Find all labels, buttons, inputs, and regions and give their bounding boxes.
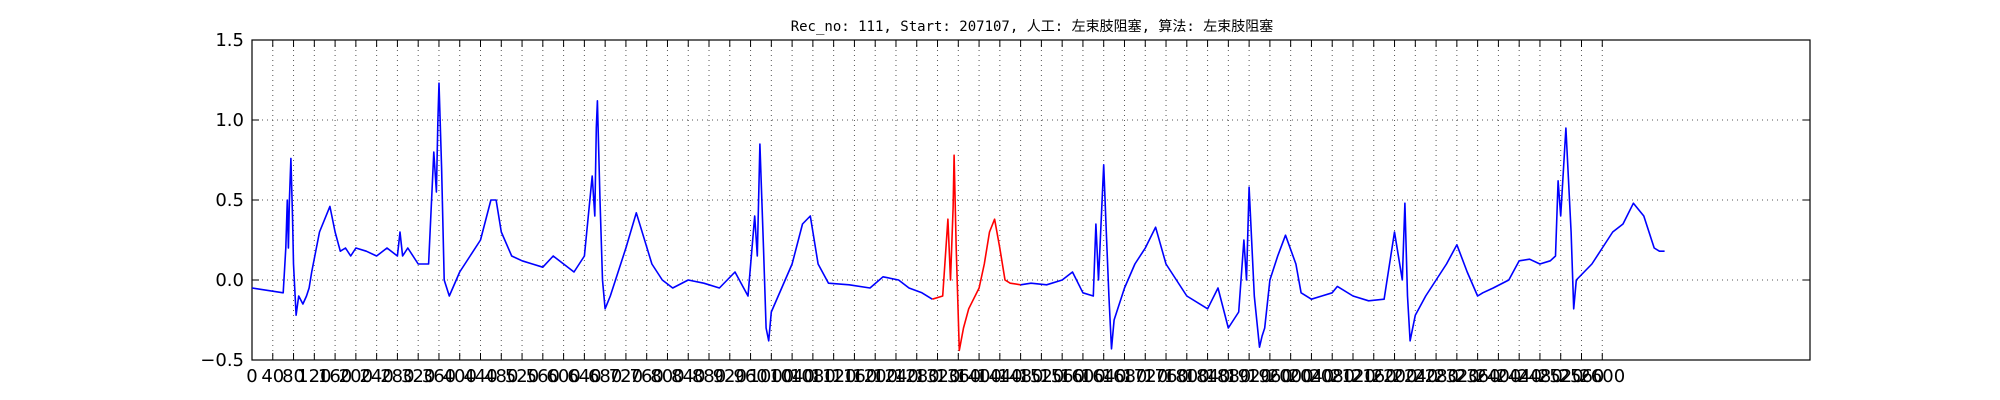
x-tick-label: 40 [261, 366, 284, 387]
x-tick-label: 880 [692, 366, 726, 387]
x-tick-label: 520 [505, 366, 539, 387]
x-tick-label: 1600 [1060, 366, 1106, 387]
x-tick-label: 1280 [894, 366, 940, 387]
x-tick-label: 2240 [1392, 366, 1438, 387]
x-tick-label: 1080 [790, 366, 836, 387]
x-tick-label: 2040 [1289, 366, 1335, 387]
x-tick-label: 2480 [1517, 366, 1563, 387]
series-line-red-1 [932, 154, 1021, 352]
x-tick-label: 1360 [935, 366, 981, 387]
x-tick-label: 2160 [1351, 366, 1397, 387]
x-tick-label: 2280 [1413, 366, 1459, 387]
x-tick-label: 80 [282, 366, 305, 387]
x-tick-label: 2400 [1475, 366, 1521, 387]
x-tick-label: 2360 [1455, 366, 1501, 387]
x-tick-label: 1000 [748, 366, 794, 387]
x-tick-label: 1640 [1081, 366, 1127, 387]
x-tick-label: 1680 [1102, 366, 1148, 387]
x-tick-label: 320 [401, 366, 435, 387]
x-tick-label: 560 [526, 366, 560, 387]
x-tick-label: 800 [650, 366, 684, 387]
y-tick-label: 0.5 [215, 190, 244, 211]
x-tick-label: 1160 [832, 366, 878, 387]
x-tick-label: 760 [630, 366, 664, 387]
x-tick-label: 480 [484, 366, 518, 387]
x-tick-label: 1760 [1143, 366, 1189, 387]
x-tick-label: 960 [733, 366, 767, 387]
x-tick-label: 1720 [1122, 366, 1168, 387]
x-tick-label: 1880 [1205, 366, 1251, 387]
x-tick-label: 1040 [769, 366, 815, 387]
x-tick-label: 2320 [1434, 366, 1480, 387]
x-tick-label: 2000 [1268, 366, 1314, 387]
y-tick-label: −0.5 [200, 350, 244, 371]
x-tick-label: 640 [567, 366, 601, 387]
series-group [251, 82, 1665, 352]
x-tick-label: 1120 [811, 366, 857, 387]
x-tick-label: 1440 [977, 366, 1023, 387]
x-tick-label: 1480 [998, 366, 1044, 387]
chart-title: Rec_no: 111, Start: 207107, 人工: 左束肢阻塞, 算… [791, 18, 1274, 35]
x-tick-label: 1520 [1018, 366, 1064, 387]
x-tick-label: 720 [609, 366, 643, 387]
x-tick-label: 2600 [1579, 366, 1625, 387]
x-tick-label: 1920 [1226, 366, 1272, 387]
x-tick-label: 920 [713, 366, 747, 387]
series-line-blue-2 [1020, 127, 1665, 350]
x-tick-label: 240 [359, 366, 393, 387]
x-axis: 0 408012016020024028032036040044048052056… [246, 40, 1625, 387]
x-tick-label: 360 [422, 366, 456, 387]
x-tick-label: 680 [588, 366, 622, 387]
x-tick-label: 1840 [1185, 366, 1231, 387]
x-tick-label: 1320 [915, 366, 961, 387]
y-tick-label: 1.0 [215, 110, 244, 131]
x-tick-label: 2120 [1330, 366, 1376, 387]
y-axis: −0.5 0.0 0.5 1.0 1.5 [200, 30, 1810, 371]
x-tick-label: 2440 [1496, 366, 1542, 387]
x-tick-label: 2560 [1559, 366, 1605, 387]
x-tick-label: 280 [380, 366, 414, 387]
series-line-blue-0 [251, 82, 933, 342]
x-tick-label: 0 [246, 366, 257, 387]
x-tick-label: 440 [463, 366, 497, 387]
grid [252, 40, 1810, 360]
x-tick-label: 1800 [1164, 366, 1210, 387]
x-tick-label: 1960 [1247, 366, 1293, 387]
x-tick-label: 120 [297, 366, 331, 387]
x-tick-label: 1400 [956, 366, 1002, 387]
x-tick-label: 160 [318, 366, 352, 387]
x-tick-label: 1240 [873, 366, 919, 387]
plot-frame [251, 39, 1811, 361]
x-tick-label: 400 [443, 366, 477, 387]
x-tick-label: 2080 [1309, 366, 1355, 387]
x-tick-label: 2200 [1372, 366, 1418, 387]
y-tick-label: 0.0 [215, 270, 244, 291]
y-tick-label: 1.5 [215, 30, 244, 51]
x-tick-label: 840 [671, 366, 705, 387]
x-tick-label: 2520 [1538, 366, 1584, 387]
x-tick-label: 1200 [852, 366, 898, 387]
x-tick-label: 200 [339, 366, 373, 387]
x-tick-label: 1560 [1039, 366, 1085, 387]
x-tick-label: 600 [546, 366, 580, 387]
